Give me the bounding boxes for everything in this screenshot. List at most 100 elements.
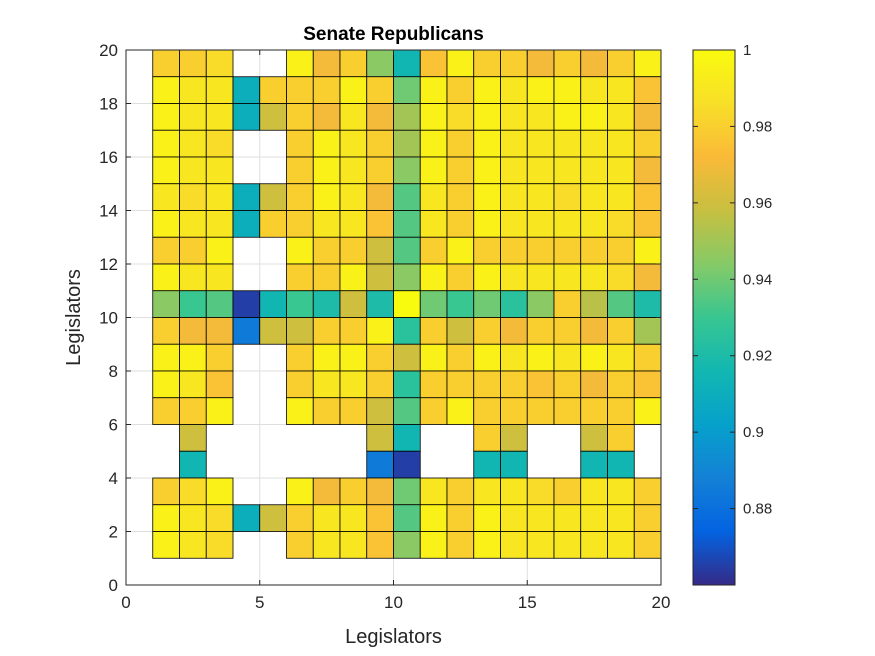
heatmap-cell [500, 76, 528, 104]
heatmap-cell [607, 504, 635, 532]
heatmap-cell [312, 210, 341, 238]
heatmap-cell [179, 477, 207, 506]
heatmap-cell [419, 103, 448, 131]
heatmap-cell [393, 183, 421, 211]
heatmap-cell [393, 397, 421, 425]
heatmap-cell [633, 370, 662, 399]
x-axis-ticks: 0 5 10 15 20 [121, 50, 670, 612]
heatmap-cell [580, 236, 608, 265]
heatmap-cell [553, 183, 582, 211]
heatmap-cell [473, 129, 501, 158]
y-axis-ticks: 0 2 4 6 8 10 12 14 16 18 20 [99, 41, 661, 595]
heatmap-cell [607, 450, 635, 479]
heatmap-cell [580, 263, 608, 292]
heatmap-cell [473, 49, 501, 78]
heatmap-cell [500, 317, 528, 345]
heatmap-cell [500, 263, 528, 292]
heatmap-cell [179, 263, 207, 292]
heatmap-cell [259, 103, 287, 131]
heatmap-cell [446, 343, 475, 372]
heatmap-cell [446, 290, 475, 318]
heatmap-cell [446, 477, 475, 506]
heatmap-cell [366, 129, 394, 158]
heatmap-cell [152, 477, 180, 506]
heatmap-cell [312, 103, 341, 131]
heatmap-cell [339, 343, 368, 372]
heatmap-cell [339, 477, 368, 506]
heatmap-cell [526, 477, 555, 506]
heatmap-cell [500, 236, 528, 265]
heatmap-cell [526, 531, 555, 559]
heatmap-cell [633, 477, 662, 506]
heatmap-cell [633, 236, 662, 265]
heatmap-cell [205, 76, 234, 104]
heatmap-cell [366, 156, 394, 185]
heatmap-cell [473, 76, 501, 104]
x-tick-label: 5 [255, 593, 264, 612]
heatmap-cell [473, 343, 501, 372]
heatmap-cell [152, 49, 180, 78]
heatmap-cell [553, 129, 582, 158]
heatmap-cell [419, 504, 448, 532]
heatmap-cell [286, 504, 314, 532]
heatmap-cell [473, 210, 501, 238]
heatmap-cell [152, 129, 180, 158]
heatmap-cell [393, 263, 421, 292]
heatmap-cell [419, 49, 448, 78]
heatmap-cell [205, 263, 234, 292]
heatmap-cell [366, 236, 394, 265]
heatmap-cell [473, 156, 501, 185]
heatmap-cell [473, 317, 501, 345]
heatmap-cell [607, 210, 635, 238]
heatmap-cell [419, 183, 448, 211]
heatmap-cell [526, 129, 555, 158]
heatmap-cell [286, 156, 314, 185]
heatmap-cell [339, 49, 368, 78]
heatmap-cell [580, 477, 608, 506]
heatmap-cell [339, 397, 368, 425]
heatmap-cell [312, 156, 341, 185]
heatmap-cell [366, 504, 394, 532]
heatmap-cell [553, 236, 582, 265]
heatmap-cell [553, 343, 582, 372]
heatmap-cell [473, 103, 501, 131]
heatmap-cell [419, 129, 448, 158]
heatmap-cell [366, 531, 394, 559]
y-axis-label: Legislators [63, 269, 85, 366]
heatmap-cell [205, 504, 234, 532]
heatmap-cell [205, 210, 234, 238]
heatmap-cell [205, 290, 234, 318]
heatmap-cell [473, 370, 501, 399]
y-tick-label: 16 [99, 148, 118, 167]
heatmap-cell [500, 183, 528, 211]
heatmap-cell [393, 343, 421, 372]
heatmap-cell [152, 210, 180, 238]
heatmap-cell [580, 76, 608, 104]
heatmap-cell [553, 317, 582, 345]
heatmap-cell [312, 504, 341, 532]
heatmap-cell [232, 103, 261, 131]
heatmap-cell [312, 397, 341, 425]
heatmap-cell [419, 156, 448, 185]
heatmap-cell [633, 317, 662, 345]
heatmap-cell [312, 49, 341, 78]
heatmap-cell [473, 424, 501, 452]
heatmap-cell [339, 504, 368, 532]
heatmap-cell [179, 156, 207, 185]
heatmap-cell [580, 49, 608, 78]
heatmap-cell [580, 397, 608, 425]
heatmap-cell [366, 103, 394, 131]
heatmap-cell [446, 129, 475, 158]
heatmap-cell [553, 531, 582, 559]
colorbar-tick-label: 0.88 [743, 501, 772, 518]
chart-title: Senate Republicans [303, 24, 484, 45]
heatmap-cell [419, 236, 448, 265]
heatmap-cell [446, 317, 475, 345]
heatmap-cell [607, 290, 635, 318]
colorbar-tick-label: 1 [743, 42, 751, 59]
heatmap-cell [232, 290, 261, 318]
heatmap-cell [580, 531, 608, 559]
heatmap-cell [580, 450, 608, 479]
heatmap-cell [526, 370, 555, 399]
heatmap-cell [553, 263, 582, 292]
